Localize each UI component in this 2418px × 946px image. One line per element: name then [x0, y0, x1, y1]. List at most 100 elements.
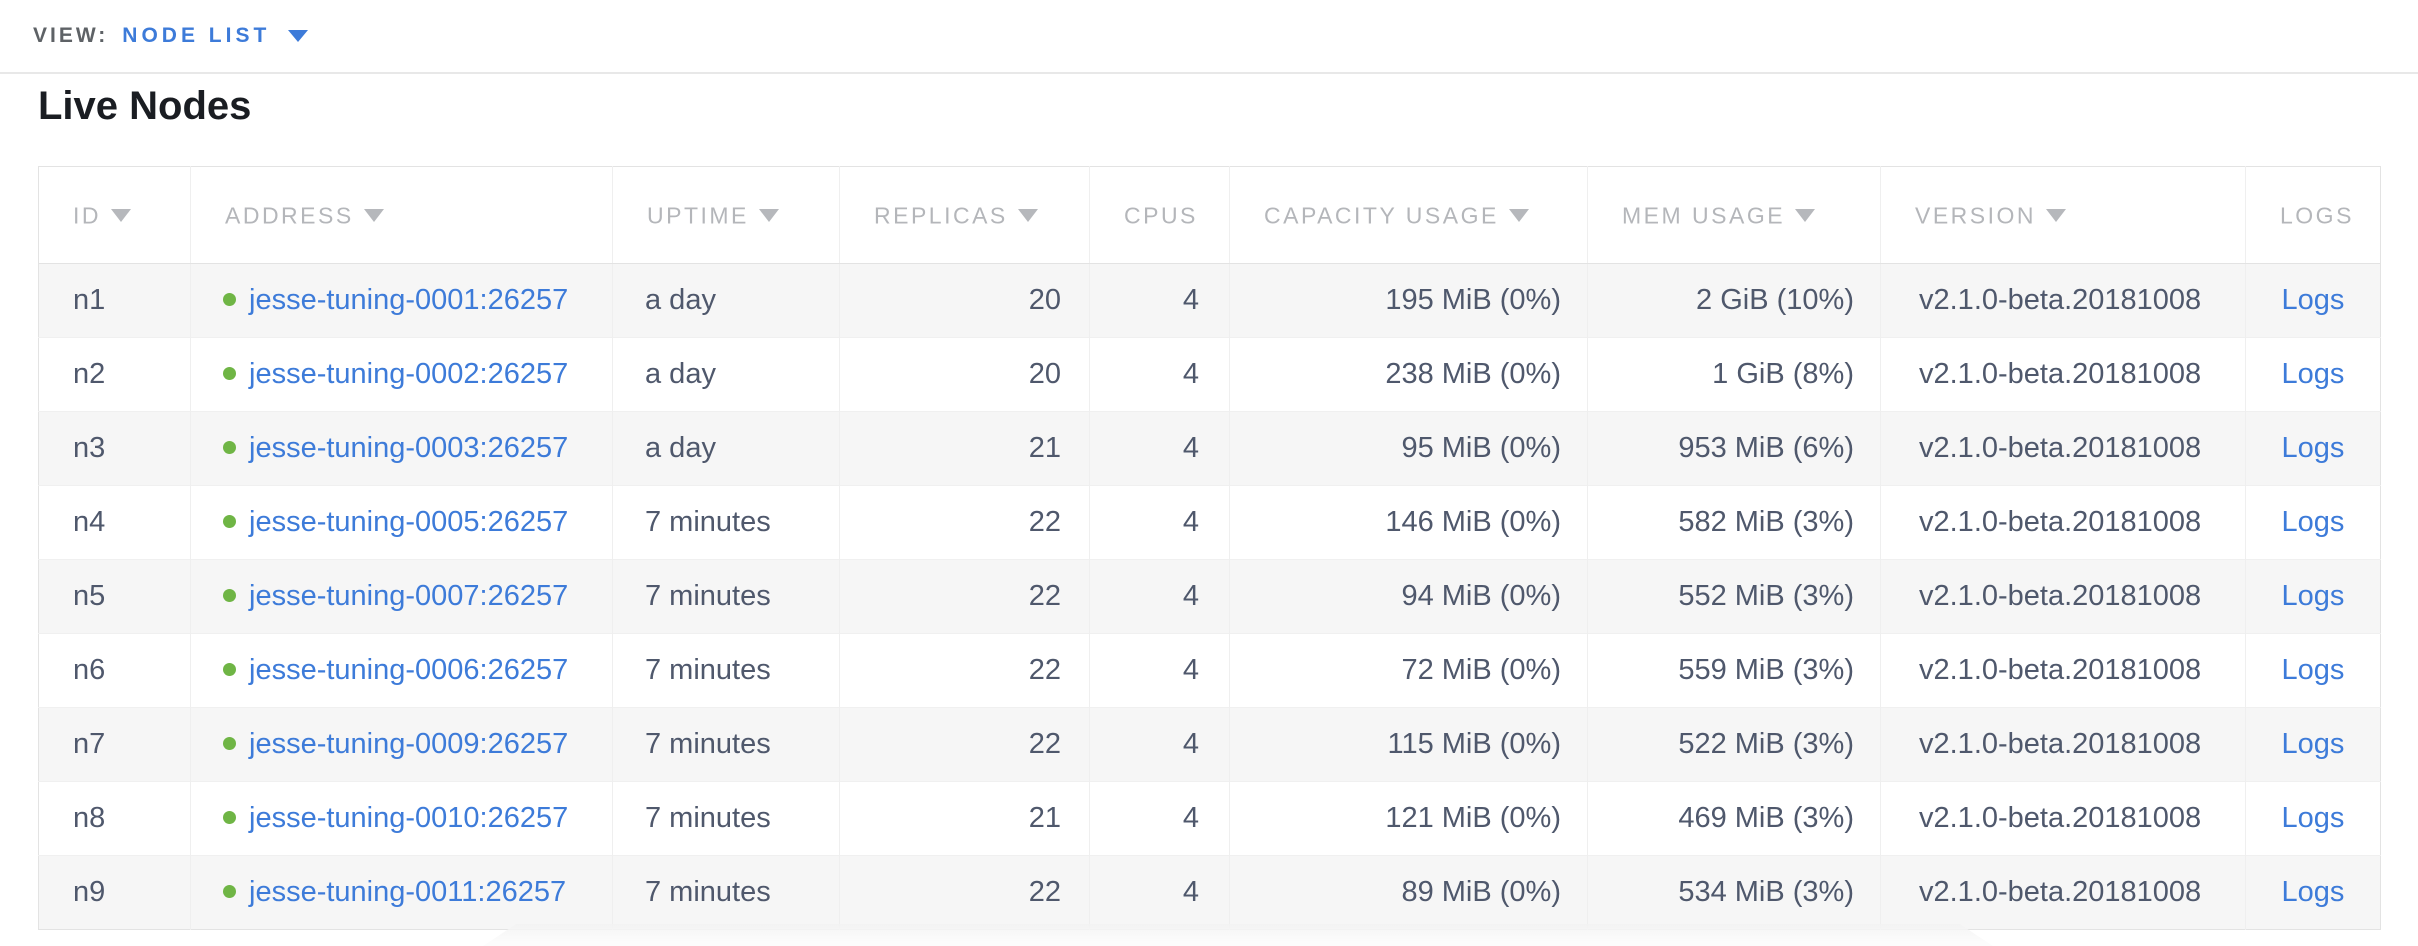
column-header-cpus: CPUS [1089, 166, 1230, 264]
version-cell: v2.1.0-beta.20181008 [1880, 485, 2246, 560]
live-nodes-table: ID ADDRESS UPTIME REPLICAS CPUS CAPACITY USAG… [38, 166, 2381, 930]
mem-cell: 559 MiB (3%) [1587, 633, 1881, 708]
logs-link[interactable]: Logs [2281, 284, 2345, 316]
node-address-link[interactable]: jesse-tuning-0011:26257 [249, 876, 567, 908]
logs-link[interactable]: Logs [2281, 580, 2345, 612]
column-header-mem[interactable]: MEM USAGE [1587, 166, 1881, 264]
logs-link[interactable]: Logs [2281, 432, 2345, 464]
sort-desc-icon [1017, 209, 1038, 223]
mem-cell: 552 MiB (3%) [1587, 559, 1881, 634]
logs-link[interactable]: Logs [2281, 506, 2345, 538]
cpus-cell: 4 [1089, 337, 1230, 412]
node-status-healthy-icon [223, 884, 236, 898]
capacity-cell: 238 MiB (0%) [1229, 337, 1588, 412]
mem-cell: 953 MiB (6%) [1587, 411, 1881, 486]
cpus-cell: 4 [1089, 411, 1230, 486]
logs-link[interactable]: Logs [2281, 358, 2345, 390]
column-header-version[interactable]: VERSION [1880, 166, 2246, 264]
column-header-address[interactable]: ADDRESS [190, 166, 613, 264]
logs-link[interactable]: Logs [2281, 654, 2345, 686]
cpus-cell: 4 [1089, 855, 1230, 930]
version-cell: v2.1.0-beta.20181008 [1880, 633, 2246, 708]
uptime-cell: a day [612, 411, 840, 486]
id-cell: n6 [38, 633, 191, 708]
id-cell: n8 [38, 781, 191, 856]
id-cell: n5 [38, 559, 191, 634]
capacity-cell: 121 MiB (0%) [1229, 781, 1588, 856]
node-status-healthy-icon [223, 588, 236, 602]
node-address-link[interactable]: jesse-tuning-0006:26257 [249, 654, 569, 686]
cpus-cell: 4 [1089, 781, 1230, 856]
logs-cell: Logs [2245, 855, 2381, 930]
logs-cell: Logs [2245, 411, 2381, 486]
column-label: CAPACITY USAGE [1264, 202, 1499, 229]
column-header-id[interactable]: ID [38, 166, 191, 264]
id-cell: n9 [38, 855, 191, 930]
replicas-cell: 20 [839, 263, 1090, 338]
uptime-cell: 7 minutes [612, 485, 840, 560]
uptime-cell: 7 minutes [612, 633, 840, 708]
uptime-cell: a day [612, 337, 840, 412]
version-cell: v2.1.0-beta.20181008 [1880, 855, 2246, 930]
column-header-logs: LOGS [2245, 166, 2381, 264]
table-row: n7 jesse-tuning-0009:26257 7 minutes 22 4 115… [38, 707, 2381, 782]
node-status-healthy-icon [223, 736, 236, 750]
address-cell: jesse-tuning-0005:26257 [190, 485, 613, 560]
mem-cell: 582 MiB (3%) [1587, 485, 1881, 560]
logs-cell: Logs [2245, 559, 2381, 634]
view-selector-value: NODE LIST [122, 24, 271, 47]
uptime-cell: 7 minutes [612, 781, 840, 856]
node-address-link[interactable]: jesse-tuning-0005:26257 [249, 506, 569, 538]
node-address-link[interactable]: jesse-tuning-0009:26257 [249, 728, 569, 760]
sort-desc-icon [363, 209, 384, 223]
mem-cell: 469 MiB (3%) [1587, 781, 1881, 856]
table-row: n1 jesse-tuning-0001:26257 a day 20 4 195 MiB… [38, 263, 2381, 338]
uptime-cell: 7 minutes [612, 707, 840, 782]
sort-desc-icon [1795, 209, 1816, 223]
logs-link[interactable]: Logs [2281, 802, 2345, 834]
node-address-link[interactable]: jesse-tuning-0010:26257 [249, 802, 569, 834]
table-row: n4 jesse-tuning-0005:26257 7 minutes 22 4 146… [38, 485, 2381, 560]
replicas-cell: 21 [839, 411, 1090, 486]
column-label: ID [73, 202, 101, 229]
address-cell: jesse-tuning-0002:26257 [190, 337, 613, 412]
cpus-cell: 4 [1089, 559, 1230, 634]
node-address-link[interactable]: jesse-tuning-0007:26257 [249, 580, 569, 612]
column-label: REPLICAS [874, 202, 1008, 229]
cpus-cell: 4 [1089, 485, 1230, 560]
logs-link[interactable]: Logs [2281, 728, 2345, 760]
node-status-healthy-icon [223, 514, 236, 528]
node-status-healthy-icon [223, 440, 236, 454]
uptime-cell: 7 minutes [612, 855, 840, 930]
capacity-cell: 72 MiB (0%) [1229, 633, 1588, 708]
node-status-healthy-icon [223, 810, 236, 824]
id-cell: n2 [38, 337, 191, 412]
column-header-replicas[interactable]: REPLICAS [839, 166, 1090, 264]
logs-cell: Logs [2245, 337, 2381, 412]
node-address-link[interactable]: jesse-tuning-0003:26257 [249, 432, 569, 464]
table-row: n3 jesse-tuning-0003:26257 a day 21 4 95 MiB … [38, 411, 2381, 486]
view-selector-dropdown[interactable]: NODE LIST [122, 24, 309, 48]
logs-link[interactable]: Logs [2281, 876, 2345, 908]
address-cell: jesse-tuning-0009:26257 [190, 707, 613, 782]
column-header-capacity[interactable]: CAPACITY USAGE [1229, 166, 1588, 264]
version-cell: v2.1.0-beta.20181008 [1880, 411, 2246, 486]
node-address-link[interactable]: jesse-tuning-0001:26257 [249, 284, 569, 316]
address-cell: jesse-tuning-0010:26257 [190, 781, 613, 856]
column-header-uptime[interactable]: UPTIME [612, 166, 840, 264]
column-label: MEM USAGE [1622, 202, 1786, 229]
capacity-cell: 115 MiB (0%) [1229, 707, 1588, 782]
replicas-cell: 20 [839, 337, 1090, 412]
cpus-cell: 4 [1089, 263, 1230, 338]
address-cell: jesse-tuning-0003:26257 [190, 411, 613, 486]
replicas-cell: 22 [839, 485, 1090, 560]
replicas-cell: 22 [839, 707, 1090, 782]
version-cell: v2.1.0-beta.20181008 [1880, 559, 2246, 634]
capacity-cell: 195 MiB (0%) [1229, 263, 1588, 338]
sort-desc-icon [111, 209, 131, 223]
node-address-link[interactable]: jesse-tuning-0002:26257 [249, 358, 569, 390]
node-status-healthy-icon [223, 292, 236, 306]
logs-cell: Logs [2245, 781, 2381, 856]
cpus-cell: 4 [1089, 633, 1230, 708]
column-label: CPUS [1124, 202, 1198, 229]
